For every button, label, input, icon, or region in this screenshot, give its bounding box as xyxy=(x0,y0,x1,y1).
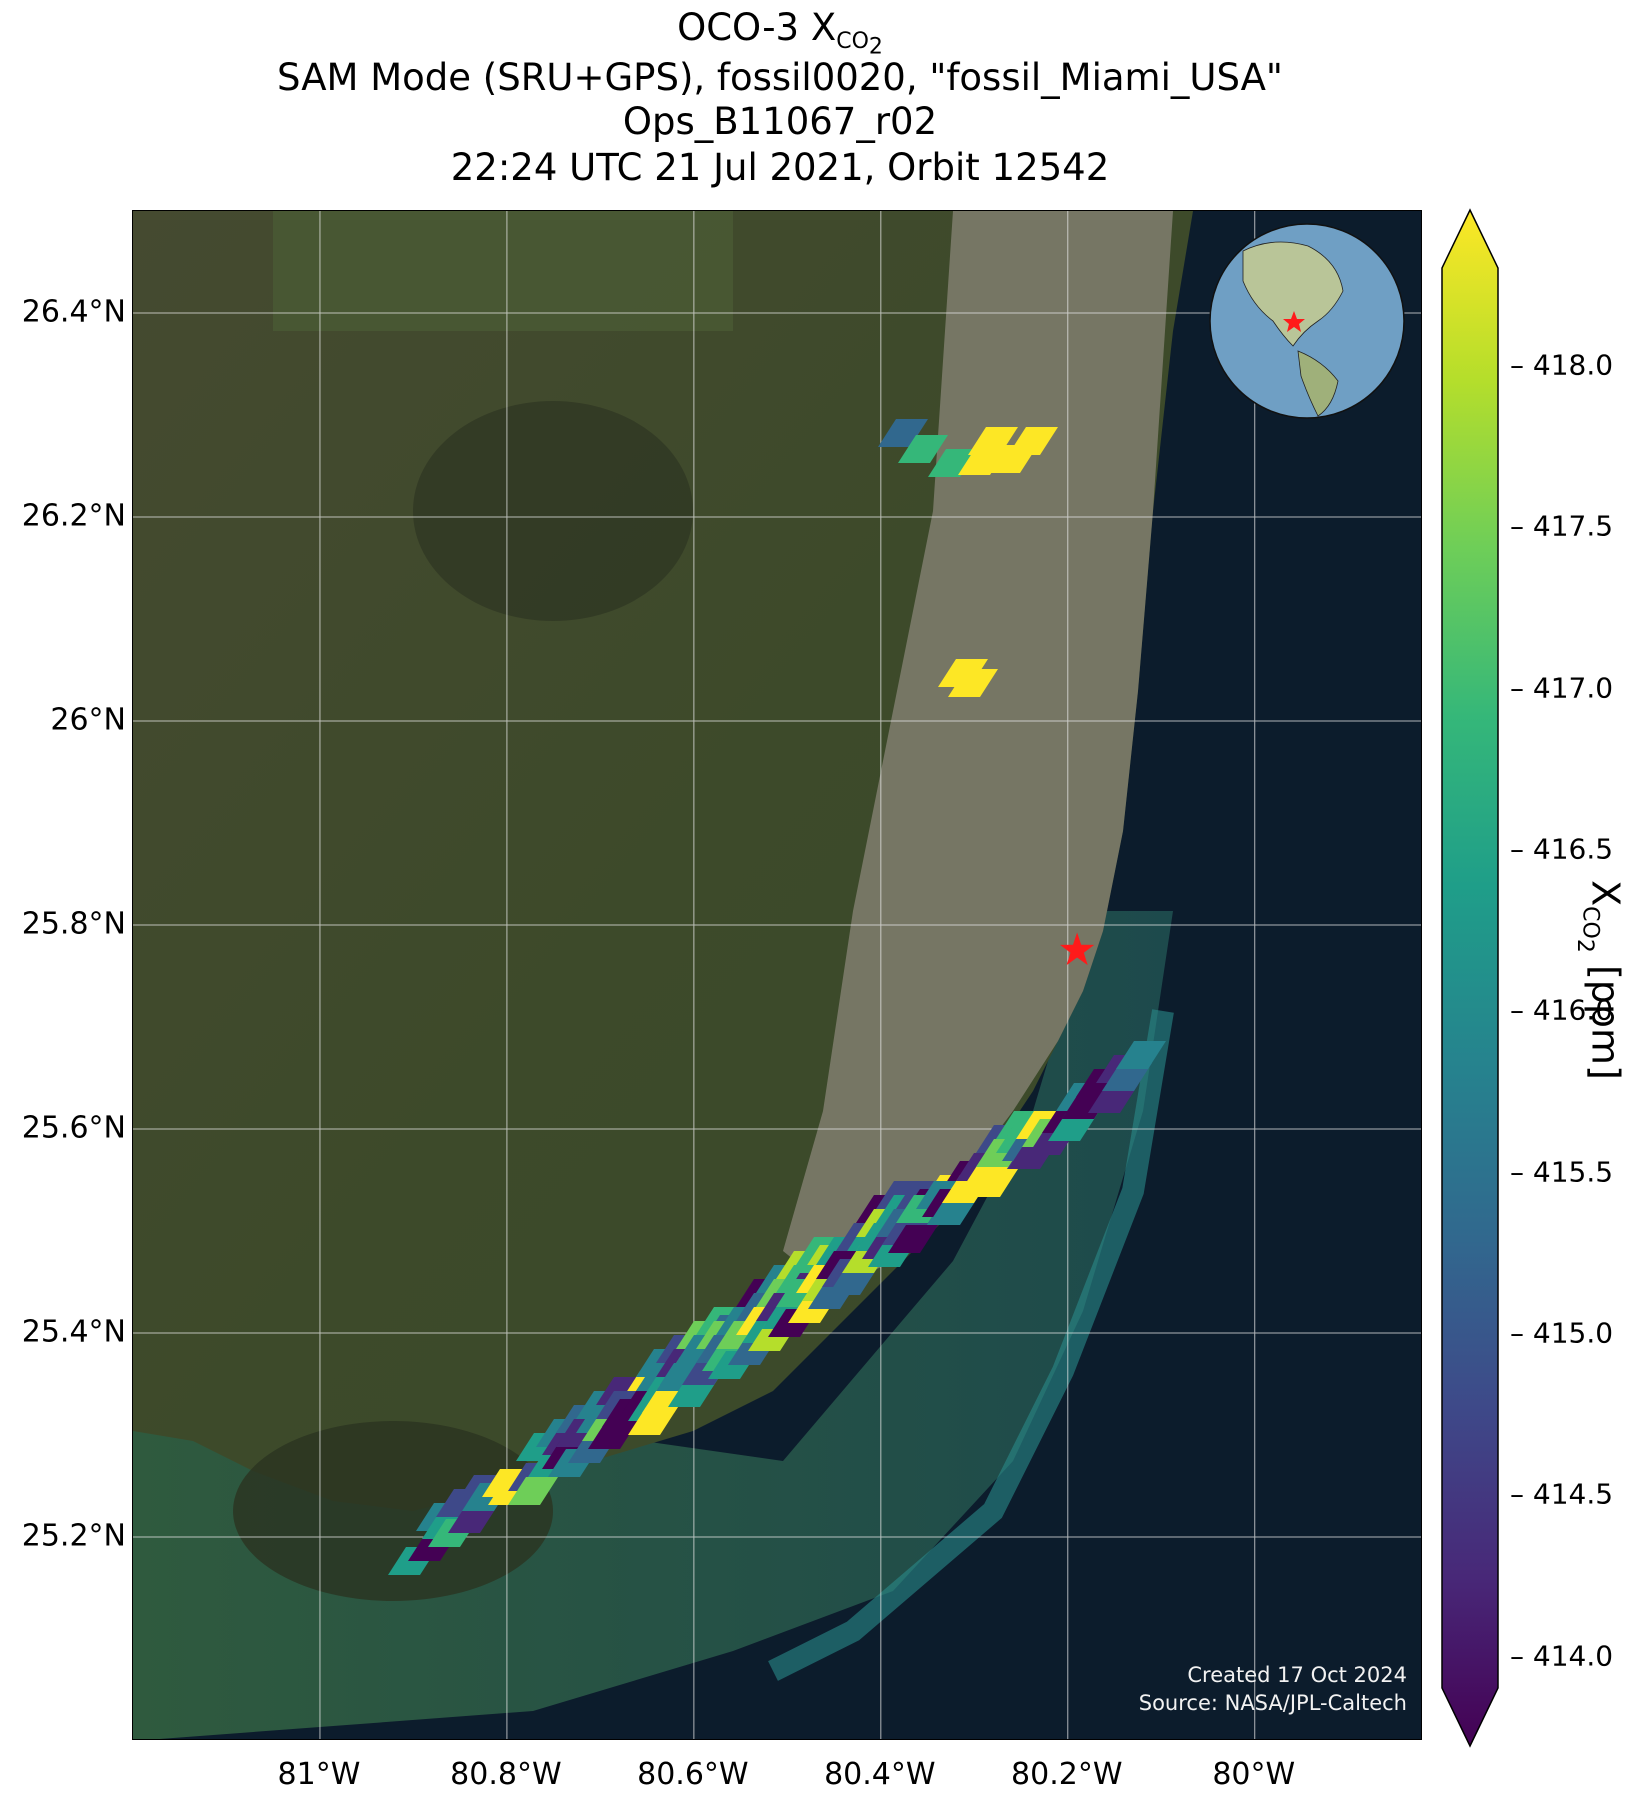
sounding-footprint xyxy=(668,1379,718,1407)
graticule xyxy=(133,211,1421,1739)
map-title-line1: OCO-3 XCO2 xyxy=(677,6,883,60)
sounding-footprint xyxy=(988,445,1038,473)
latitude-tick-label: 25.2°N xyxy=(21,1518,126,1554)
reef-tract xyxy=(768,1009,1174,1681)
map-title-line3: Ops_B11067_r02 xyxy=(622,100,938,143)
created-credit: Created 17 Oct 2024 xyxy=(1187,1663,1407,1687)
globe-target-star-icon xyxy=(1283,311,1305,332)
longitude-tick-label: 80.8°W xyxy=(450,1757,562,1792)
latitude-tick-label: 25.8°N xyxy=(21,906,126,942)
sounding-footprint xyxy=(878,419,928,447)
map-title-line4: 22:24 UTC 21 Jul 2021, Orbit 12542 xyxy=(450,146,1110,189)
sounding-footprint xyxy=(588,1421,638,1449)
north-america-shape xyxy=(1242,241,1344,347)
satellite-map[interactable]: Created 17 Oct 2024 Source: NASA/JPL-Cal… xyxy=(132,210,1422,1740)
wetland-patch xyxy=(233,1421,553,1601)
colorbar-tick-label: – 416.0 xyxy=(1510,993,1614,1027)
colorbar-tick-label: – 414.5 xyxy=(1510,1477,1614,1511)
latitude-tick-label: 26.2°N xyxy=(21,498,126,534)
colorbar-label: XCO2 [ppm] xyxy=(1572,880,1628,1080)
latitude-tick-label: 25.4°N xyxy=(21,1314,126,1350)
colorbar-tick-label: – 415.5 xyxy=(1510,1155,1614,1189)
target-star-icon xyxy=(1060,932,1095,966)
longitude-tick-label: 80.4°W xyxy=(824,1757,936,1792)
sounding-footprint xyxy=(888,1225,938,1253)
latitude-tick-label: 26°N xyxy=(50,702,126,738)
colorbar-tick-label: – 417.5 xyxy=(1510,509,1614,543)
colorbar-tick-label: – 414.0 xyxy=(1510,1639,1614,1673)
sounding-footprint xyxy=(508,1477,558,1505)
longitude-tick-label: 80°W xyxy=(1212,1757,1296,1792)
colorbar-tick-label: – 418.0 xyxy=(1510,348,1614,382)
colorbar xyxy=(1441,208,1499,1748)
longitude-tick-label: 80.2°W xyxy=(1011,1757,1123,1792)
longitude-tick-label: 81°W xyxy=(277,1757,361,1792)
sounding-footprint xyxy=(628,1407,678,1435)
sounding-footprint xyxy=(968,1169,1018,1197)
wetland-patch xyxy=(413,401,693,621)
sounding-footprint xyxy=(898,435,948,463)
latitude-tick-label: 26.4°N xyxy=(21,294,126,330)
map-canvas xyxy=(133,211,1421,1739)
sounding-footprint xyxy=(828,1267,878,1295)
sounding-footprint xyxy=(1116,1041,1166,1069)
sounding-footprint xyxy=(948,669,998,697)
inset-globe xyxy=(1209,223,1405,419)
farmland xyxy=(273,211,733,331)
colorbar-tick-label: – 417.0 xyxy=(1510,671,1614,705)
sounding-footprint xyxy=(938,659,988,687)
source-credit: Source: NASA/JPL-Caltech xyxy=(1138,1691,1407,1715)
colorbar-tick-label: – 415.0 xyxy=(1510,1316,1614,1350)
sounding-footprint xyxy=(928,1197,978,1225)
sounding-footprint xyxy=(1088,1085,1138,1113)
map-title-line2: SAM Mode (SRU+GPS), fossil0020, "fossil_… xyxy=(277,56,1283,99)
sounding-footprint xyxy=(448,1505,498,1533)
xco2-soundings xyxy=(388,419,1166,1575)
sounding-footprint xyxy=(928,449,978,477)
longitude-tick-label: 80.6°W xyxy=(637,1757,749,1792)
sounding-footprint xyxy=(958,447,1008,475)
colorbar-tick-label: – 416.5 xyxy=(1510,832,1614,866)
south-america-shape xyxy=(1297,350,1339,417)
sounding-footprint xyxy=(1102,1063,1152,1091)
latitude-tick-label: 25.6°N xyxy=(21,1110,126,1146)
sounding-footprint xyxy=(1048,1113,1098,1141)
